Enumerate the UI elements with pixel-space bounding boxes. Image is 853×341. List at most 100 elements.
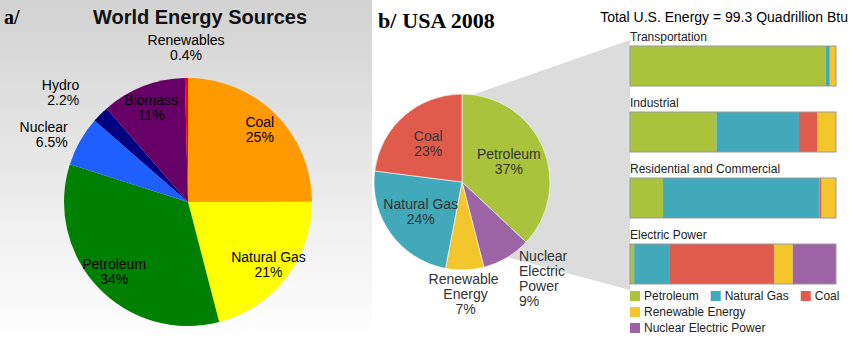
bar-segment bbox=[793, 244, 836, 284]
bar-background bbox=[630, 112, 836, 152]
label-line: Petroleum bbox=[477, 146, 541, 162]
bar-frame bbox=[630, 46, 836, 86]
slice-label: Nuclear bbox=[20, 119, 69, 135]
pie-slice bbox=[188, 78, 312, 202]
pie-slice bbox=[375, 94, 462, 182]
pie-slice bbox=[107, 78, 188, 202]
category-label: Transportation bbox=[630, 30, 707, 44]
bar-segment bbox=[630, 46, 826, 86]
slice-value-label: 2.2% bbox=[47, 92, 79, 108]
slice-value-label: 21% bbox=[254, 264, 282, 280]
legend-swatch bbox=[801, 291, 811, 301]
legend-item: Renewable Energy bbox=[630, 305, 745, 319]
bar-segment bbox=[634, 244, 669, 284]
legend-swatch bbox=[630, 291, 640, 301]
slice-value-label: 0.4% bbox=[170, 47, 202, 63]
legend: Petroleum Natural Gas Coal Renewable Energy… bbox=[630, 289, 839, 335]
label-line: Renewable bbox=[429, 271, 503, 287]
bar-segment bbox=[826, 46, 830, 86]
bar-segment bbox=[717, 112, 799, 152]
panel-letter: b/ bbox=[378, 8, 397, 33]
bar-background bbox=[630, 244, 836, 284]
category-label: Industrial bbox=[630, 96, 679, 110]
pie-slices bbox=[64, 78, 312, 326]
pie-group: Petroleum37% Nuclear Electric Power9% Rene… bbox=[374, 94, 571, 317]
bar-frame bbox=[630, 112, 836, 152]
chart-subtitle: Total U.S. Energy = 99.3 Quadrillion Btu bbox=[600, 9, 848, 25]
slice-value-label: 7% bbox=[455, 301, 475, 317]
bar-segment bbox=[630, 178, 663, 218]
slice-value-label: 9% bbox=[519, 293, 539, 309]
slice-label: Biomass bbox=[124, 92, 178, 108]
legend-label: Renewable Energy bbox=[644, 305, 745, 319]
legend-swatch bbox=[630, 323, 640, 333]
slice-value-label: 11% bbox=[138, 107, 165, 123]
bar-segment bbox=[830, 46, 836, 86]
slice-value-label: 25% bbox=[246, 129, 274, 145]
label-line: Petroleum bbox=[82, 256, 146, 272]
bar-frame bbox=[630, 244, 836, 284]
category-label: Residential and Commercial bbox=[630, 162, 780, 176]
slice-value-label: 6.5% bbox=[36, 134, 68, 150]
slice-label: Renewable Energy bbox=[429, 271, 503, 302]
panel-background bbox=[0, 0, 372, 341]
panel-letter: a/ bbox=[4, 6, 20, 28]
slice-label: Hydro bbox=[42, 77, 80, 93]
pie-slices bbox=[374, 94, 550, 270]
bar-segment bbox=[799, 112, 818, 152]
bars bbox=[630, 46, 836, 284]
label-line: Power bbox=[519, 278, 559, 294]
bar-frame bbox=[630, 178, 836, 218]
pie-slice bbox=[64, 164, 219, 326]
chart-title: World Energy Sources bbox=[93, 6, 307, 28]
label-line: Hydro bbox=[42, 77, 80, 93]
legend-swatch bbox=[711, 291, 721, 301]
label-line: Coal bbox=[414, 128, 443, 144]
pie-labels: Petroleum37% Nuclear Electric Power9% Rene… bbox=[383, 128, 571, 317]
slice-label: Petroleum bbox=[477, 146, 541, 162]
pie-labels: Coal25%Natural Gas21%Petroleum34%Nuclear… bbox=[20, 32, 306, 287]
bar-segment bbox=[630, 244, 634, 284]
label-line: Renewables bbox=[148, 32, 225, 48]
legend-item: Natural Gas bbox=[711, 289, 789, 303]
slice-label: Renewables bbox=[148, 32, 225, 48]
slice-label: Natural Gas bbox=[383, 196, 458, 212]
bar-segment bbox=[817, 112, 836, 152]
bar-segment bbox=[669, 244, 774, 284]
slice-label: Nuclear Electric Power bbox=[519, 248, 571, 294]
bar-segment bbox=[822, 178, 836, 218]
pie-slice bbox=[374, 171, 462, 268]
bar-background bbox=[630, 178, 836, 218]
slice-value-label: 23% bbox=[414, 143, 442, 159]
slice-value-label: 24% bbox=[407, 211, 435, 227]
chart-svg: a/World Energy SourcesCoal25%Natural Gas… bbox=[0, 0, 853, 341]
legend-item: Petroleum bbox=[630, 289, 699, 303]
legend-item: Nuclear Electric Power bbox=[630, 321, 765, 335]
legend-label: Coal bbox=[815, 289, 840, 303]
chart-root: a/World Energy SourcesCoal25%Natural Gas… bbox=[0, 0, 853, 341]
slice-label: Coal bbox=[245, 114, 274, 130]
bar-segment bbox=[774, 244, 793, 284]
bar-segment bbox=[630, 112, 717, 152]
legend-label: Petroleum bbox=[644, 289, 699, 303]
legend-label: Nuclear Electric Power bbox=[644, 321, 765, 335]
bar-segment bbox=[820, 178, 822, 218]
bar-segment bbox=[663, 178, 820, 218]
slice-label: Petroleum bbox=[82, 256, 146, 272]
slice-value-label: 37% bbox=[495, 161, 523, 177]
label-line: Coal bbox=[245, 114, 274, 130]
label-line: Natural Gas bbox=[383, 196, 458, 212]
legend-label: Natural Gas bbox=[725, 289, 789, 303]
chart-title: USA 2008 bbox=[402, 8, 494, 33]
label-line: Nuclear bbox=[20, 119, 69, 135]
category-label: Electric Power bbox=[630, 228, 707, 242]
legend-swatch bbox=[630, 307, 640, 317]
label-line: Electric bbox=[519, 263, 569, 279]
slice-label: Natural Gas bbox=[231, 249, 306, 265]
label-line: Energy bbox=[443, 286, 487, 302]
label-line: Nuclear bbox=[519, 248, 571, 264]
bar-background bbox=[630, 46, 836, 86]
pie-slice bbox=[185, 78, 188, 202]
pie-group: Coal25%Natural Gas21%Petroleum34%Nuclear… bbox=[20, 32, 312, 326]
legend-item: Coal bbox=[801, 289, 840, 303]
